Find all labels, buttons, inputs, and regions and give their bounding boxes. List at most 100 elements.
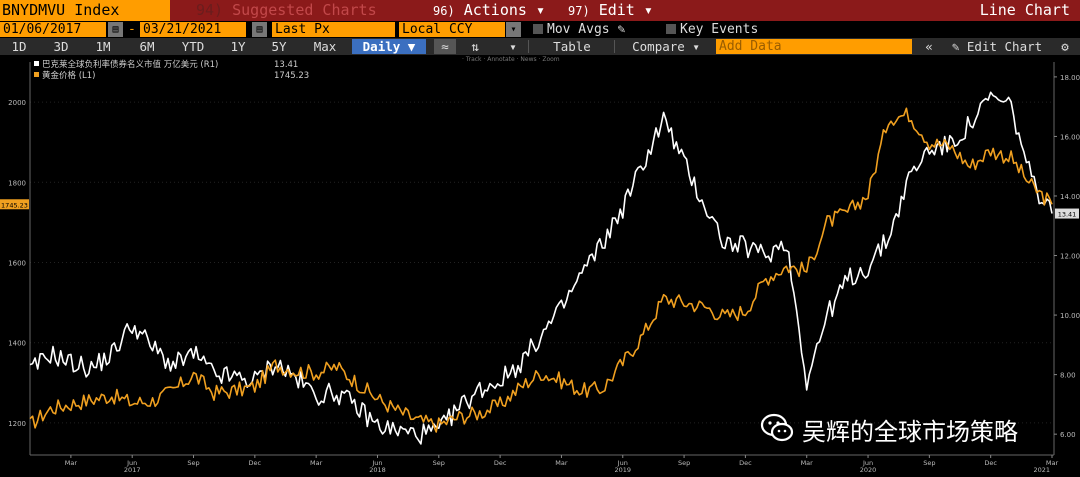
- chart-panel: 1200 1400 1600 1800 2000 6.00 8.00 10.00 12.00 1…: [0, 55, 1080, 474]
- gear-icon[interactable]: ⚙: [1061, 39, 1069, 54]
- x-axis: Mar Jun Sep Dec Mar Jun Sep Dec Mar Jun Sep Dec Mar J…: [30, 454, 1059, 474]
- ticker-field[interactable]: BNYDMVU Index: [0, 0, 170, 21]
- left-tick-label: 1800: [8, 179, 26, 187]
- line-chart[interactable]: 1200 1400 1600 1800 2000 6.00 8.00 10.00 12.00 1…: [0, 55, 1080, 474]
- x-tick-label: Mar: [310, 459, 323, 467]
- field-select[interactable]: Last Px: [272, 22, 395, 37]
- period-3d[interactable]: 3D: [53, 39, 69, 54]
- start-date-input[interactable]: 01/06/2017: [0, 22, 106, 37]
- left-tick-label: 1200: [8, 420, 26, 428]
- suggested-charts-num: 94): [196, 1, 224, 19]
- left-value-badge-text: 1745.23: [1, 201, 28, 209]
- legend-swatch-orange: [34, 72, 39, 77]
- year-label: 2017: [124, 466, 141, 473]
- chevron-down-icon[interactable]: ▾: [506, 22, 521, 37]
- actions-label: Actions: [463, 1, 527, 19]
- legend-label: 黄金价格 (L1): [42, 71, 96, 81]
- toolbar: 1D 3D 1M 6M YTD 1Y 5Y Max Daily ▼ ≈ ⇅ ▾ …: [0, 38, 1080, 55]
- toolbar-divider: [528, 40, 529, 53]
- chart-tools-strip[interactable]: · Track · Annotate · News · Zoom: [462, 56, 560, 63]
- date-separator: -: [128, 22, 136, 37]
- x-tick-label: Sep: [923, 459, 935, 467]
- x-tick-label: Mar: [65, 459, 78, 467]
- year-label: 2021: [1034, 466, 1051, 473]
- gold-price-line: [29, 107, 1053, 433]
- add-data-input[interactable]: Add Data: [716, 39, 912, 54]
- control-bar: 01/06/2017 ▤ - 03/21/2021 ▤ Last Px Loca…: [0, 21, 1080, 38]
- header-bar: BNYDMVU Index 94) Suggested Charts 96) A…: [0, 0, 1080, 21]
- mov-avgs-label: Mov Avgs: [547, 22, 610, 37]
- chevron-down-icon: ▾: [643, 1, 653, 19]
- period-1m[interactable]: 1M: [95, 39, 111, 54]
- key-events-label: Key Events: [680, 22, 759, 37]
- period-1y[interactable]: 1Y: [230, 39, 246, 54]
- currency-select[interactable]: Local CCY: [399, 22, 505, 37]
- key-events-toggle[interactable]: Key Events: [666, 22, 758, 37]
- year-label: 2020: [860, 466, 877, 473]
- period-6m[interactable]: 6M: [139, 39, 155, 54]
- x-tick-label: Dec: [739, 459, 752, 467]
- left-tick-label: 1400: [8, 340, 26, 348]
- suggested-charts-label: Suggested Charts: [232, 1, 377, 19]
- right-tick-label: 18.00: [1060, 74, 1080, 82]
- right-tick-label: 14.00: [1060, 193, 1080, 201]
- right-axis: 6.00 8.00 10.00 12.00 14.00 16.00 18.00: [1053, 62, 1080, 455]
- right-value-badge-text: 13.41: [1058, 211, 1077, 219]
- x-tick-label: Jun: [371, 459, 382, 467]
- compare-button[interactable]: Compare ▾: [632, 39, 700, 54]
- x-tick-label: Jun: [862, 459, 873, 467]
- x-tick-label: Sep: [187, 459, 199, 467]
- x-tick-label: Dec: [249, 459, 262, 467]
- end-date-input[interactable]: 03/21/2021: [140, 22, 246, 37]
- chart-legend: 巴克莱全球负利率债券名义市值 万亿美元 (R1) 13.41 黄金价格 (L1) 1…: [34, 60, 309, 82]
- period-5y[interactable]: 5Y: [271, 39, 287, 54]
- bar-type-icon[interactable]: ⇅: [471, 39, 479, 54]
- mov-avgs-toggle[interactable]: Mov Avgs ✎: [533, 22, 625, 37]
- legend-item: 巴克莱全球负利率债券名义市值 万亿美元 (R1) 13.41: [34, 60, 298, 71]
- frequency-select[interactable]: Daily ▼: [352, 39, 426, 54]
- table-button[interactable]: Table: [553, 39, 591, 54]
- edit-num: 97): [568, 4, 590, 18]
- right-tick-label: 16.00: [1060, 133, 1080, 141]
- chevron-down-icon: ▾: [535, 1, 545, 19]
- collapse-icon[interactable]: «: [925, 39, 933, 54]
- right-tick-label: 8.00: [1060, 372, 1076, 380]
- line-chart-icon[interactable]: ≈: [434, 39, 456, 54]
- right-tick-label: 12.00: [1060, 253, 1080, 261]
- legend-label: 巴克莱全球负利率债券名义市值 万亿美元 (R1): [42, 60, 219, 70]
- year-label: 2019: [614, 466, 631, 473]
- legend-value: 1745.23: [274, 71, 310, 81]
- x-tick-label: Jun: [126, 459, 137, 467]
- edit-label: Edit: [598, 1, 635, 19]
- x-tick-label: Mar: [1046, 459, 1059, 467]
- right-value-badge: [1055, 208, 1079, 219]
- x-tick-label: Sep: [678, 459, 690, 467]
- period-max[interactable]: Max: [313, 39, 337, 54]
- value-badges: 1745.23 13.41: [0, 199, 1079, 219]
- checkbox-icon: [533, 24, 543, 34]
- pencil-icon[interactable]: ✎: [617, 22, 626, 37]
- legend-value: 13.41: [274, 60, 299, 70]
- chart-grid: [30, 101, 1052, 424]
- left-axis: 1200 1400 1600 1800 2000: [8, 62, 31, 455]
- legend-item: 黄金价格 (L1) 1745.23: [34, 71, 309, 82]
- x-tick-label: Dec: [494, 459, 507, 467]
- actions-menu[interactable]: 96) Actions ▾: [433, 0, 558, 21]
- suggested-charts-menu[interactable]: 94) Suggested Charts: [196, 0, 426, 21]
- calendar-icon[interactable]: ▤: [252, 22, 267, 37]
- x-tick-label: Dec: [984, 459, 997, 467]
- right-tick-label: 10.00: [1060, 312, 1080, 320]
- edit-chart-button[interactable]: ✎ Edit Chart: [951, 39, 1043, 54]
- right-tick-label: 6.00: [1060, 431, 1076, 439]
- left-tick-label: 1600: [8, 260, 26, 268]
- edit-menu[interactable]: 97) Edit ▾: [568, 0, 673, 21]
- calendar-icon[interactable]: ▤: [108, 22, 123, 37]
- chevron-down-icon[interactable]: ▾: [509, 39, 517, 54]
- period-ytd[interactable]: YTD: [181, 39, 205, 54]
- checkbox-icon: [666, 24, 676, 34]
- legend-swatch-white: [34, 61, 39, 66]
- negative-yield-debt-line: [29, 91, 1053, 445]
- period-1d[interactable]: 1D: [11, 39, 27, 54]
- watermark-text: 吴辉的全球市场策略: [802, 418, 1018, 446]
- left-value-badge: [0, 199, 29, 210]
